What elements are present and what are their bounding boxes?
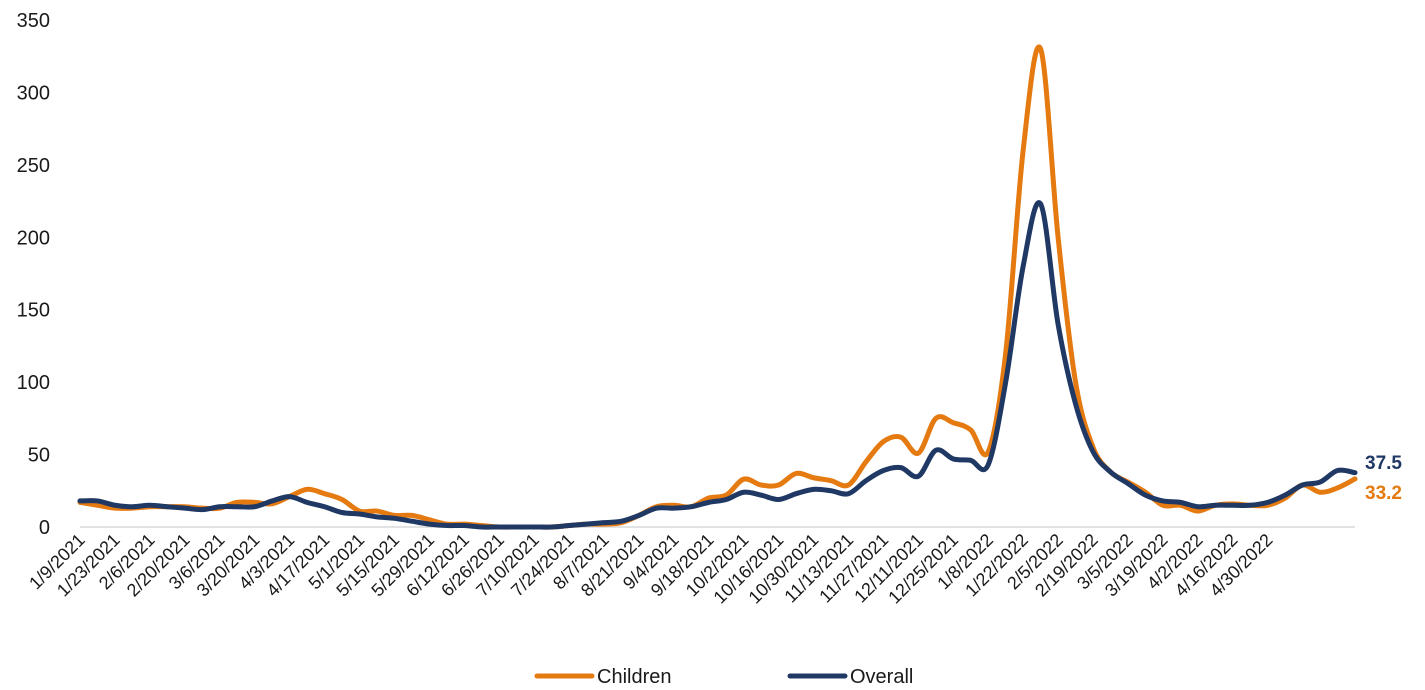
legend: Children Overall [534, 666, 913, 688]
legend-label: Overall [850, 666, 913, 688]
y-tick-label: 100 [17, 372, 50, 394]
y-tick-label: 0 [39, 517, 50, 539]
y-tick-label: 350 [17, 10, 50, 32]
y-tick-label: 300 [17, 82, 50, 104]
series-line-overall [77, 200, 1358, 530]
series-layer [77, 44, 1358, 530]
y-tick-label: 150 [17, 300, 50, 322]
end-label-children: 33.2 [1365, 483, 1402, 504]
legend-item-overall: Overall [787, 666, 913, 688]
legend-item-children: Children [534, 666, 671, 688]
end-label-overall: 37.5 [1365, 453, 1402, 474]
y-tick-label: 200 [17, 227, 50, 249]
y-tick-label: 50 [28, 445, 50, 467]
y-axis: 0 50 100 150 200 250 300 350 [17, 10, 50, 539]
y-tick-label: 250 [17, 155, 50, 177]
end-labels: 33.2 37.5 [1365, 453, 1402, 504]
series-line-children [77, 44, 1358, 530]
legend-label: Children [597, 666, 671, 688]
x-axis: 1/9/20211/23/20212/6/20212/20/20213/6/20… [25, 526, 1355, 608]
